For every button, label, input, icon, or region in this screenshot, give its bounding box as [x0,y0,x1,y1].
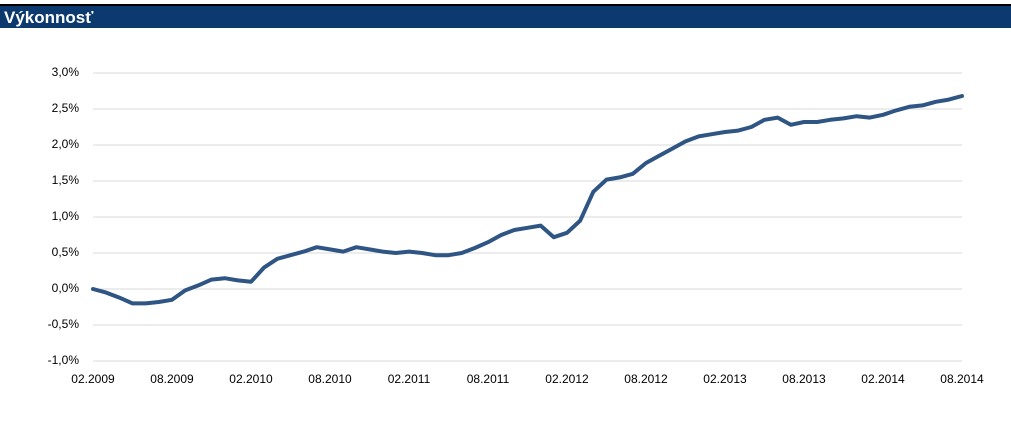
y-tick-label: 1,0% [52,209,80,223]
y-tick-label: -1,0% [48,353,80,367]
x-tick-label: 08.2013 [782,372,826,386]
header-title: Výkonnosť [0,4,1011,28]
x-tick-label: 08.2014 [940,372,984,386]
x-tick-label: 08.2010 [308,372,352,386]
x-tick-label: 08.2012 [624,372,668,386]
x-tick-label: 02.2010 [229,372,273,386]
x-tick-label: 02.2009 [71,372,115,386]
x-tick-label: 08.2011 [467,372,510,386]
y-tick-label: 2,5% [52,101,80,115]
y-tick-label: 0,0% [52,281,80,295]
x-tick-label: 02.2011 [388,372,431,386]
x-tick-label: 02.2012 [545,372,589,386]
y-tick-label: 1,5% [52,173,80,187]
x-tick-label: 02.2014 [861,372,905,386]
y-tick-label: 2,0% [52,137,80,151]
x-tick-label: 08.2009 [150,372,194,386]
y-tick-label: 3,0% [52,65,80,79]
y-tick-label: 0,5% [52,245,80,259]
x-tick-label: 02.2013 [703,372,747,386]
line-series [91,94,964,306]
y-tick-label: -0,5% [48,317,80,331]
